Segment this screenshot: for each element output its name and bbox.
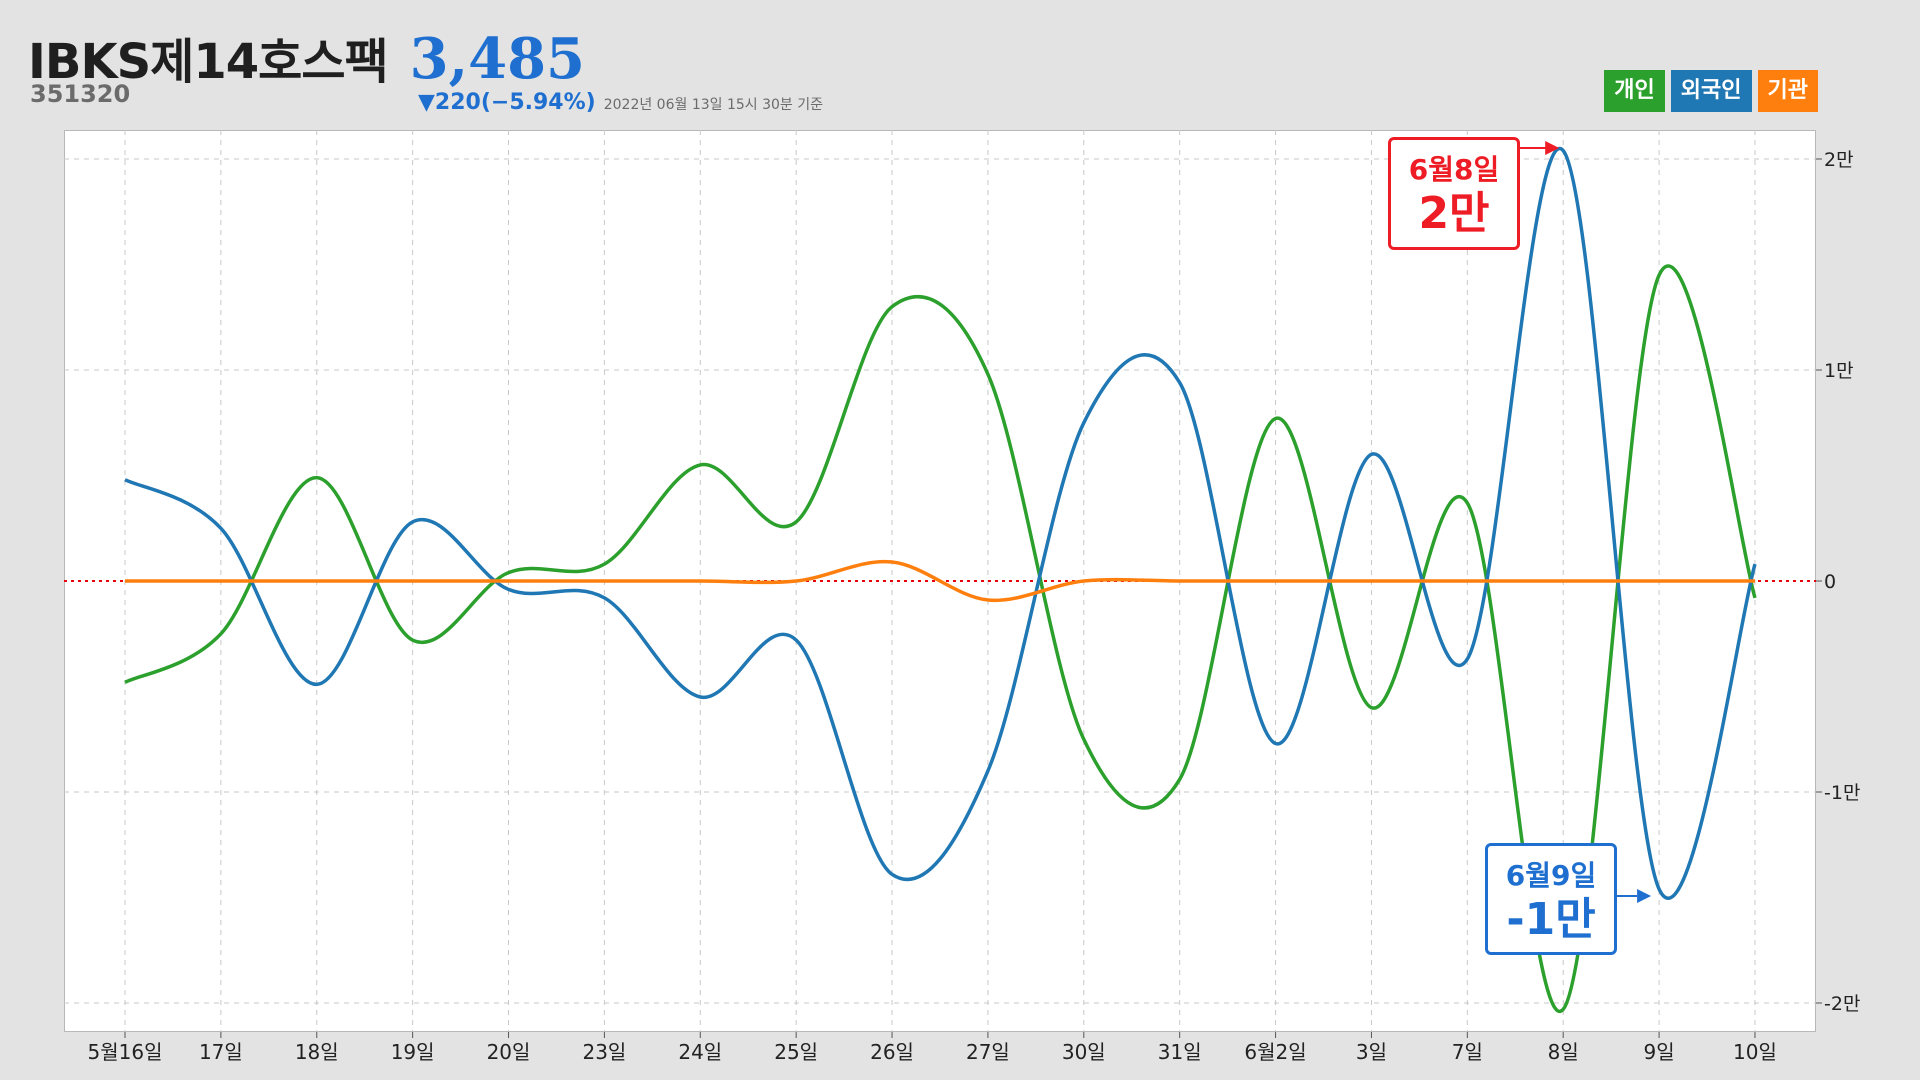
y-tick-label: 1만 — [1824, 360, 1854, 382]
x-tick-label: 24일 — [678, 1040, 722, 1064]
y-tick-label: -2만 — [1824, 993, 1860, 1015]
x-tick-label: 23일 — [582, 1040, 626, 1064]
x-tick-label: 7일 — [1452, 1040, 1483, 1064]
series-line-foreign — [124, 146, 1757, 901]
x-tick-label: 26일 — [870, 1040, 914, 1064]
x-tick-label: 20일 — [487, 1040, 531, 1064]
x-tick-label: 6월2일 — [1244, 1040, 1306, 1064]
callout-arrowhead-jun9 — [1637, 889, 1652, 903]
callout-jun8-date: 6월8일 — [1408, 153, 1500, 186]
stock-code: 351320 — [30, 80, 131, 108]
series-line-individual — [124, 264, 1757, 1014]
header: IBKS제14호스팩 3,485 — [28, 22, 585, 92]
y-tick-label: 2만 — [1824, 149, 1854, 171]
series-line-institution — [125, 559, 1755, 603]
callout-jun9-value: -1만 — [1506, 894, 1596, 945]
x-tick-label: 3일 — [1356, 1040, 1387, 1064]
legend-item-individual: 개인 — [1604, 70, 1665, 112]
y-tick-label: 0 — [1824, 571, 1836, 593]
callout-jun9: 6월9일 -1만 — [1485, 843, 1617, 955]
x-tick-label: 9일 — [1644, 1040, 1675, 1064]
legend: 개인 외국인 기관 — [1604, 70, 1818, 112]
x-tick-label: 31일 — [1158, 1040, 1202, 1064]
stock-price: 3,485 — [409, 26, 586, 92]
y-tick-label: -1만 — [1824, 782, 1860, 804]
callout-jun8: 6월8일 2만 — [1388, 137, 1520, 250]
x-tick-label: 19일 — [391, 1040, 435, 1064]
x-tick-label: 30일 — [1062, 1040, 1106, 1064]
x-tick-label: 8일 — [1548, 1040, 1579, 1064]
change-row: ▼220(−5.94%) 2022년 06월 13일 15시 30분 기준 — [418, 90, 823, 115]
stock-name: IBKS제14호스팩 — [28, 34, 389, 90]
x-tick-label: 27일 — [966, 1040, 1010, 1064]
price-change: ▼220(−5.94%) — [418, 90, 596, 115]
as-of-timestamp: 2022년 06월 13일 15시 30분 기준 — [603, 97, 824, 113]
callout-jun9-date: 6월9일 — [1505, 859, 1597, 892]
x-tick-label: 10일 — [1733, 1040, 1777, 1064]
callout-arrowhead-jun8 — [1545, 141, 1560, 155]
legend-item-institution: 기관 — [1757, 70, 1818, 112]
x-tick-label: 25일 — [774, 1040, 818, 1064]
x-tick-label: 5월16일 — [88, 1040, 163, 1064]
x-tick-label: 18일 — [295, 1040, 339, 1064]
x-tick-label: 17일 — [199, 1040, 243, 1064]
legend-item-foreign: 외국인 — [1670, 70, 1752, 112]
callout-jun8-value: 2만 — [1418, 188, 1490, 239]
